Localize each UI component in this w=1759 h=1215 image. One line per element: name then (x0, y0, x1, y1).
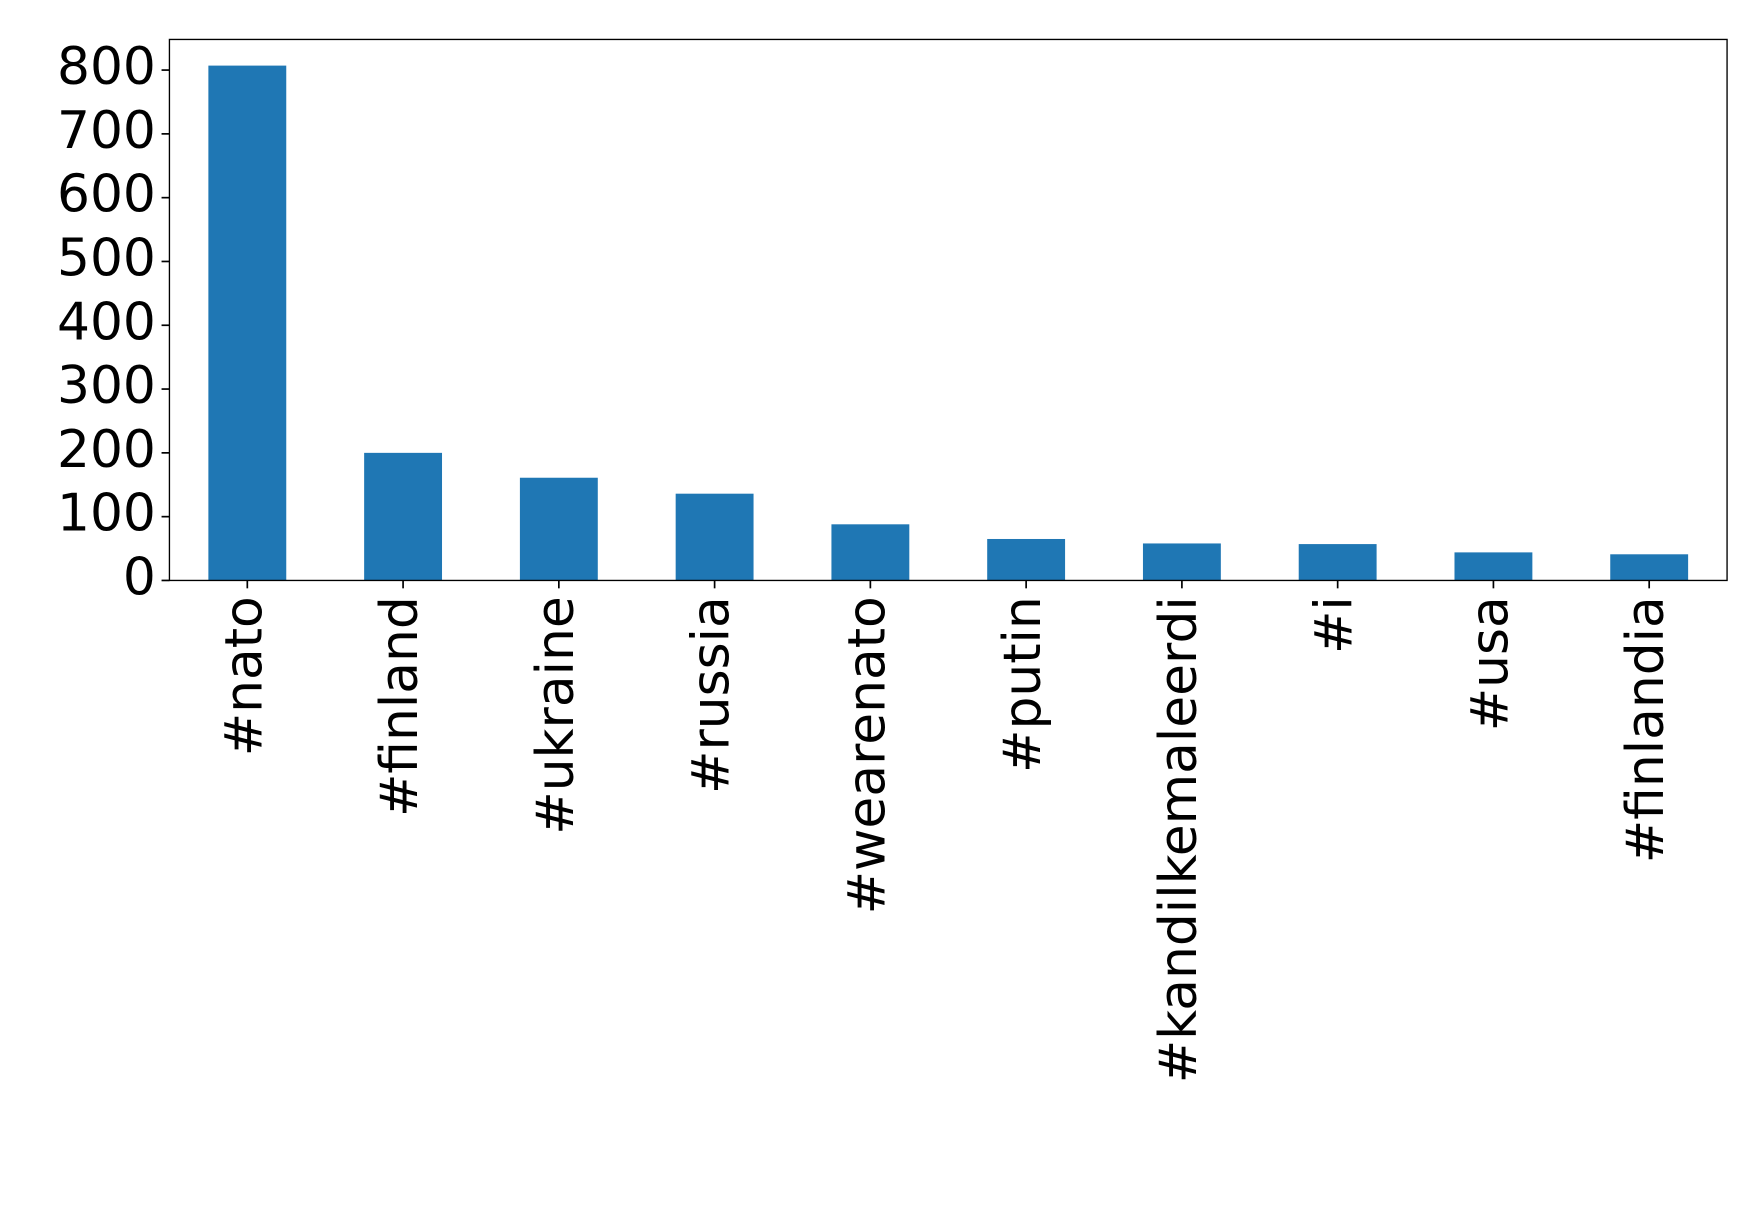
x-tick-label: #nato (214, 596, 274, 756)
bar (1454, 552, 1533, 581)
y-tick-label: 700 (57, 101, 156, 161)
y-tick-label: 100 (57, 484, 156, 544)
x-tick-label: #i (1305, 596, 1365, 654)
y-tick-label: 800 (57, 37, 156, 97)
bar (1142, 543, 1221, 581)
bar (364, 452, 443, 581)
y-tick-label: 0 (123, 547, 156, 607)
x-tick-label: #putin (993, 596, 1053, 773)
x-tick-label: #russia (682, 596, 742, 794)
bar (987, 538, 1066, 581)
y-tick-label: 200 (57, 420, 156, 480)
bar (675, 493, 754, 581)
bar (831, 524, 910, 581)
y-tick-label: 600 (57, 165, 156, 225)
x-tick-label: #usa (1460, 596, 1520, 731)
plot-frame (168, 38, 1728, 582)
bar (1610, 554, 1689, 581)
bar (208, 65, 287, 581)
bar (519, 477, 598, 581)
bar (1298, 544, 1377, 581)
x-tick-label: #kandilkemaleerdi (1149, 596, 1209, 1083)
x-tick-label: #finlandia (1616, 596, 1676, 863)
x-tick-label: #wearenato (837, 596, 897, 914)
y-tick-label: 300 (57, 356, 156, 416)
x-tick-label: #ukraine (526, 596, 586, 835)
x-tick-label: #finland (370, 596, 430, 817)
y-tick-label: 500 (57, 228, 156, 288)
y-tick-label: 400 (57, 292, 156, 352)
